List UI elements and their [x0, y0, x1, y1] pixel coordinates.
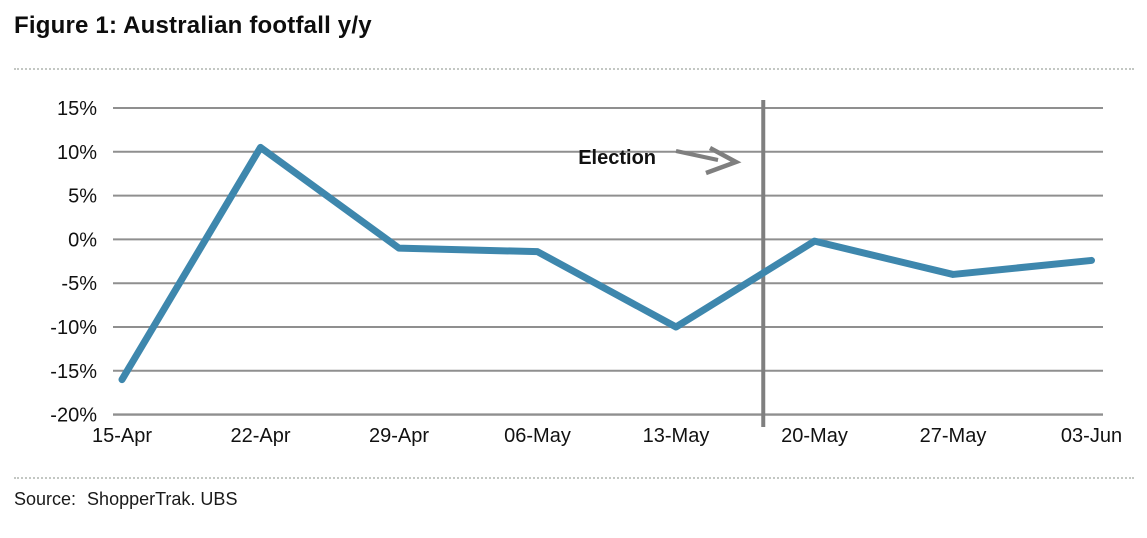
x-axis-label: 20-May	[781, 425, 848, 447]
y-axis-label: 10%	[57, 142, 97, 164]
y-axis-label: 5%	[68, 186, 97, 208]
y-axis-label: -15%	[50, 361, 97, 383]
election-arrow-icon	[675, 149, 719, 162]
x-axis-label: 27-May	[920, 425, 987, 447]
source-label: Source:	[14, 489, 77, 509]
election-label: Election	[578, 147, 656, 169]
source-line: Source: ShopperTrak. UBS	[14, 489, 237, 510]
figure-title: Figure 1: Australian footfall y/y	[14, 12, 372, 39]
y-axis-label: -10%	[50, 317, 97, 339]
y-axis-label: 15%	[57, 98, 97, 120]
x-axis-label: 06-May	[504, 425, 571, 447]
x-axis-label: 13-May	[643, 425, 710, 447]
y-axis-label: -20%	[50, 405, 97, 427]
x-axis-label: 03-Jun	[1061, 425, 1122, 447]
title-divider	[14, 68, 1134, 70]
y-axis-label: -5%	[61, 273, 97, 295]
x-axis-label: 15-Apr	[92, 425, 152, 447]
footfall-series-line	[118, 143, 1095, 384]
x-axis-label: 22-Apr	[230, 425, 290, 447]
y-axis-label: 0%	[68, 229, 97, 251]
election-arrow-icon	[705, 146, 742, 176]
x-axis-label: 29-Apr	[369, 425, 429, 447]
footfall-chart: 15% 10% 5% 0% -5% -10% -15% -20%15-Apr 22-Apr 29-…	[50, 98, 1122, 447]
source-text: ShopperTrak. UBS	[87, 489, 238, 509]
source-divider	[14, 477, 1134, 479]
